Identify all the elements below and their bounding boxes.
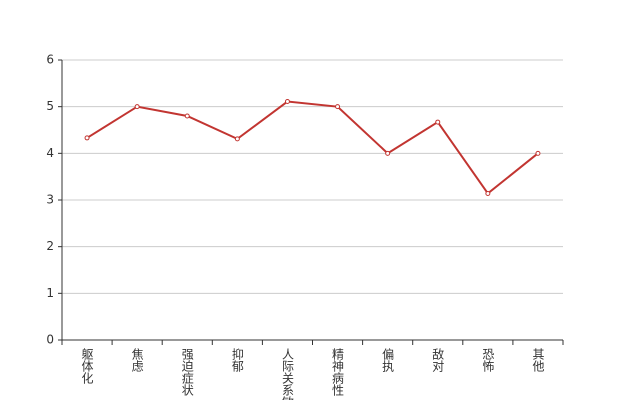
x-tick-label: 强迫症状 — [180, 348, 194, 396]
point — [184, 113, 190, 119]
point — [535, 150, 541, 156]
y-tick-label: 3 — [46, 193, 54, 207]
x-tick-label: 躯体化 — [80, 347, 94, 385]
x-tick-label: 敌对 — [431, 347, 445, 372]
x-tick-label: 恐怖 — [481, 348, 495, 372]
point — [84, 135, 90, 141]
line — [86, 100, 539, 195]
x-tick-label: 人际关系敏感 — [280, 348, 294, 400]
y-tick-label: 4 — [46, 146, 54, 160]
point — [385, 150, 391, 156]
y-tick-label: 2 — [46, 239, 54, 253]
point — [435, 119, 441, 125]
point — [284, 99, 290, 105]
point — [134, 104, 140, 110]
y-tick-label: 0 — [46, 333, 54, 347]
x-tick-label: 焦虑 — [130, 348, 144, 372]
point — [485, 190, 491, 196]
x-tick-label: 其他 — [531, 348, 545, 372]
x-tick-label: 精神病性 — [331, 348, 345, 397]
y-tick-label: 6 — [46, 53, 54, 67]
point — [234, 136, 240, 142]
x-tick-label: 偏执 — [381, 347, 395, 373]
y-tick-label: 1 — [46, 286, 54, 300]
point — [335, 104, 341, 110]
x-tick-label: 抑郁 — [230, 347, 244, 373]
y-tick-label: 5 — [46, 99, 54, 113]
